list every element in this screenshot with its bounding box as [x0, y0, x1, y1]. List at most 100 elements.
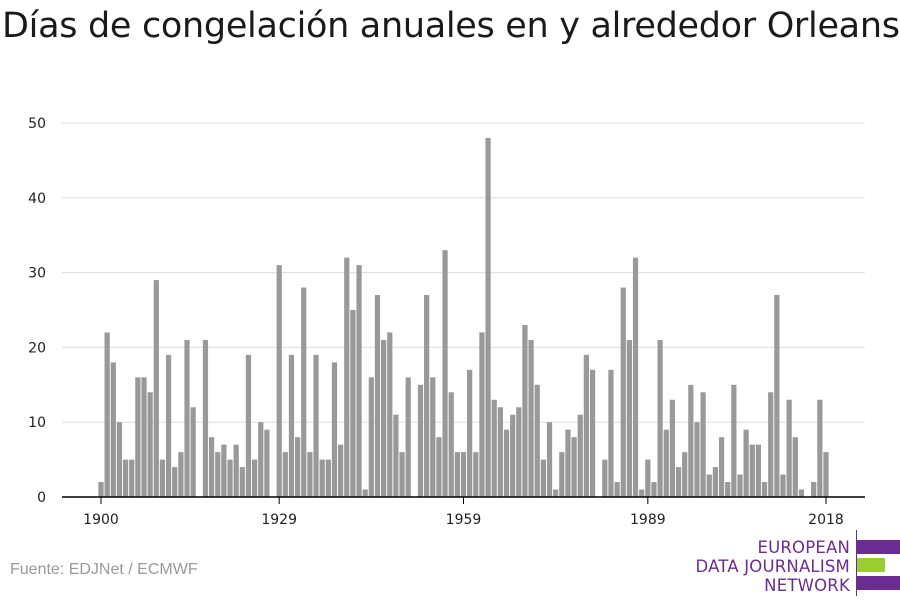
- bar-1997: [694, 422, 700, 497]
- bar-1962: [479, 332, 485, 497]
- bar-1936: [319, 459, 325, 497]
- bar-1978: [577, 414, 583, 497]
- bar-1987: [632, 257, 639, 497]
- logo-text-european: EUROPEAN: [757, 538, 850, 557]
- bar-1922: [233, 444, 239, 497]
- bar-1956: [442, 250, 448, 497]
- bar-1964: [491, 399, 497, 497]
- bar-1945: [374, 295, 381, 497]
- bar-1910: [159, 459, 166, 497]
- bar-1999: [706, 474, 712, 497]
- bar-2017: [817, 399, 823, 497]
- bar-1937: [325, 459, 331, 497]
- bar-2014: [798, 489, 805, 497]
- bar-1965: [497, 407, 503, 497]
- bar-1953: [424, 295, 430, 497]
- bar-1996: [688, 384, 694, 497]
- bar-1976: [565, 429, 571, 497]
- bar-1970: [528, 339, 534, 497]
- bar-1993: [669, 399, 676, 497]
- bar-1914: [184, 339, 190, 497]
- bar-2012: [786, 399, 792, 497]
- bar-1990: [651, 482, 657, 497]
- bar-2005: [743, 429, 749, 497]
- bar-1931: [288, 354, 295, 497]
- x-tick-label-1900: 1900: [83, 512, 119, 528]
- y-tick-label-40: 40: [28, 191, 46, 207]
- bar-1917: [202, 339, 209, 497]
- bar-1906: [135, 377, 141, 497]
- bar-1920: [221, 444, 227, 497]
- bar-1934: [307, 452, 313, 497]
- bar-2001: [718, 437, 725, 497]
- bar-1938: [331, 362, 338, 497]
- logo-bar-purple-bottom: [857, 576, 900, 590]
- logo-text-network: NETWORK: [764, 576, 850, 595]
- bar-1986: [626, 339, 633, 497]
- bar-chart: 0 10 20 30 40 50 1900 1929 1959 1989 2018: [28, 116, 865, 528]
- bar-1977: [571, 437, 577, 497]
- source-note: Fuente: EDJNet / ECMWF: [10, 561, 198, 578]
- bar-1902: [110, 362, 116, 497]
- bar-1927: [264, 429, 270, 497]
- bar-1921: [227, 459, 233, 497]
- bar-2010: [774, 295, 780, 497]
- y-tick-label-50: 50: [28, 116, 46, 132]
- bar-1954: [430, 377, 436, 497]
- bar-1989: [645, 459, 651, 497]
- bar-2016: [811, 482, 817, 497]
- bar-2002: [725, 482, 731, 497]
- bar-1985: [620, 287, 626, 497]
- bar-1979: [583, 354, 589, 497]
- bar-2007: [755, 444, 762, 497]
- bar-1941: [350, 310, 356, 497]
- x-tick-label-1959: 1959: [446, 512, 482, 528]
- bar-1924: [245, 354, 252, 497]
- bar-2000: [712, 467, 719, 497]
- bar-1939: [338, 444, 344, 497]
- bar-1947: [387, 332, 393, 497]
- bar-1925: [251, 459, 258, 497]
- bar-1983: [608, 369, 614, 497]
- bar-1913: [178, 452, 184, 497]
- bar-1944: [368, 377, 374, 497]
- bar-1969: [522, 324, 528, 497]
- edjnet-logo: EUROPEAN DATA JOURNALISM NETWORK: [695, 530, 900, 596]
- bar-1952: [417, 384, 424, 497]
- bar-1959: [460, 452, 467, 497]
- bar-1908: [147, 392, 153, 497]
- bar-1992: [663, 429, 669, 497]
- bar-1967: [510, 414, 516, 497]
- bar-2013: [792, 437, 798, 497]
- bar-1923: [239, 467, 245, 497]
- bar-1935: [313, 354, 319, 497]
- bar-2006: [749, 444, 755, 497]
- bar-1998: [700, 392, 706, 497]
- bar-1984: [614, 482, 620, 497]
- bar-1966: [503, 429, 510, 497]
- bar-1957: [448, 392, 454, 497]
- bar-1940: [344, 257, 350, 497]
- bar-1901: [104, 332, 110, 497]
- logo-text-data-journalism: DATA JOURNALISM: [695, 557, 850, 576]
- bar-1915: [190, 407, 196, 497]
- bar-1912: [172, 467, 178, 497]
- bar-1932: [294, 437, 301, 497]
- x-tick-label-2018: 2018: [808, 512, 844, 528]
- y-tick-label-20: 20: [28, 340, 46, 356]
- bar-2008: [761, 482, 768, 497]
- bar-1933: [301, 287, 307, 497]
- bar-1911: [165, 354, 172, 497]
- logo-bar-purple-top: [857, 540, 900, 554]
- bar-1973: [546, 422, 553, 497]
- bar-1946: [381, 339, 387, 497]
- logo-divider: [856, 530, 857, 596]
- bar-1900: [98, 482, 104, 497]
- bar-1930: [282, 452, 288, 497]
- y-tick-label-0: 0: [37, 490, 46, 506]
- bar-2018: [823, 452, 829, 497]
- bar-1980: [589, 369, 596, 497]
- x-tick-label-1929: 1929: [261, 512, 297, 528]
- y-tick-label-10: 10: [28, 415, 46, 431]
- bar-1909: [153, 280, 159, 497]
